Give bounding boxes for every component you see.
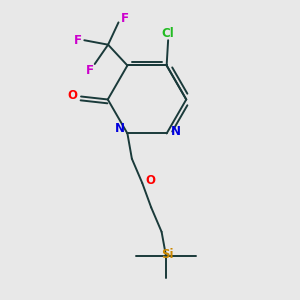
Text: F: F <box>121 12 129 25</box>
Text: F: F <box>74 34 82 47</box>
Text: F: F <box>86 64 94 77</box>
Text: O: O <box>146 174 156 187</box>
Text: N: N <box>115 122 125 136</box>
Text: N: N <box>171 125 181 139</box>
Text: Si: Si <box>161 248 174 261</box>
Text: O: O <box>68 88 78 101</box>
Text: Cl: Cl <box>162 27 175 40</box>
